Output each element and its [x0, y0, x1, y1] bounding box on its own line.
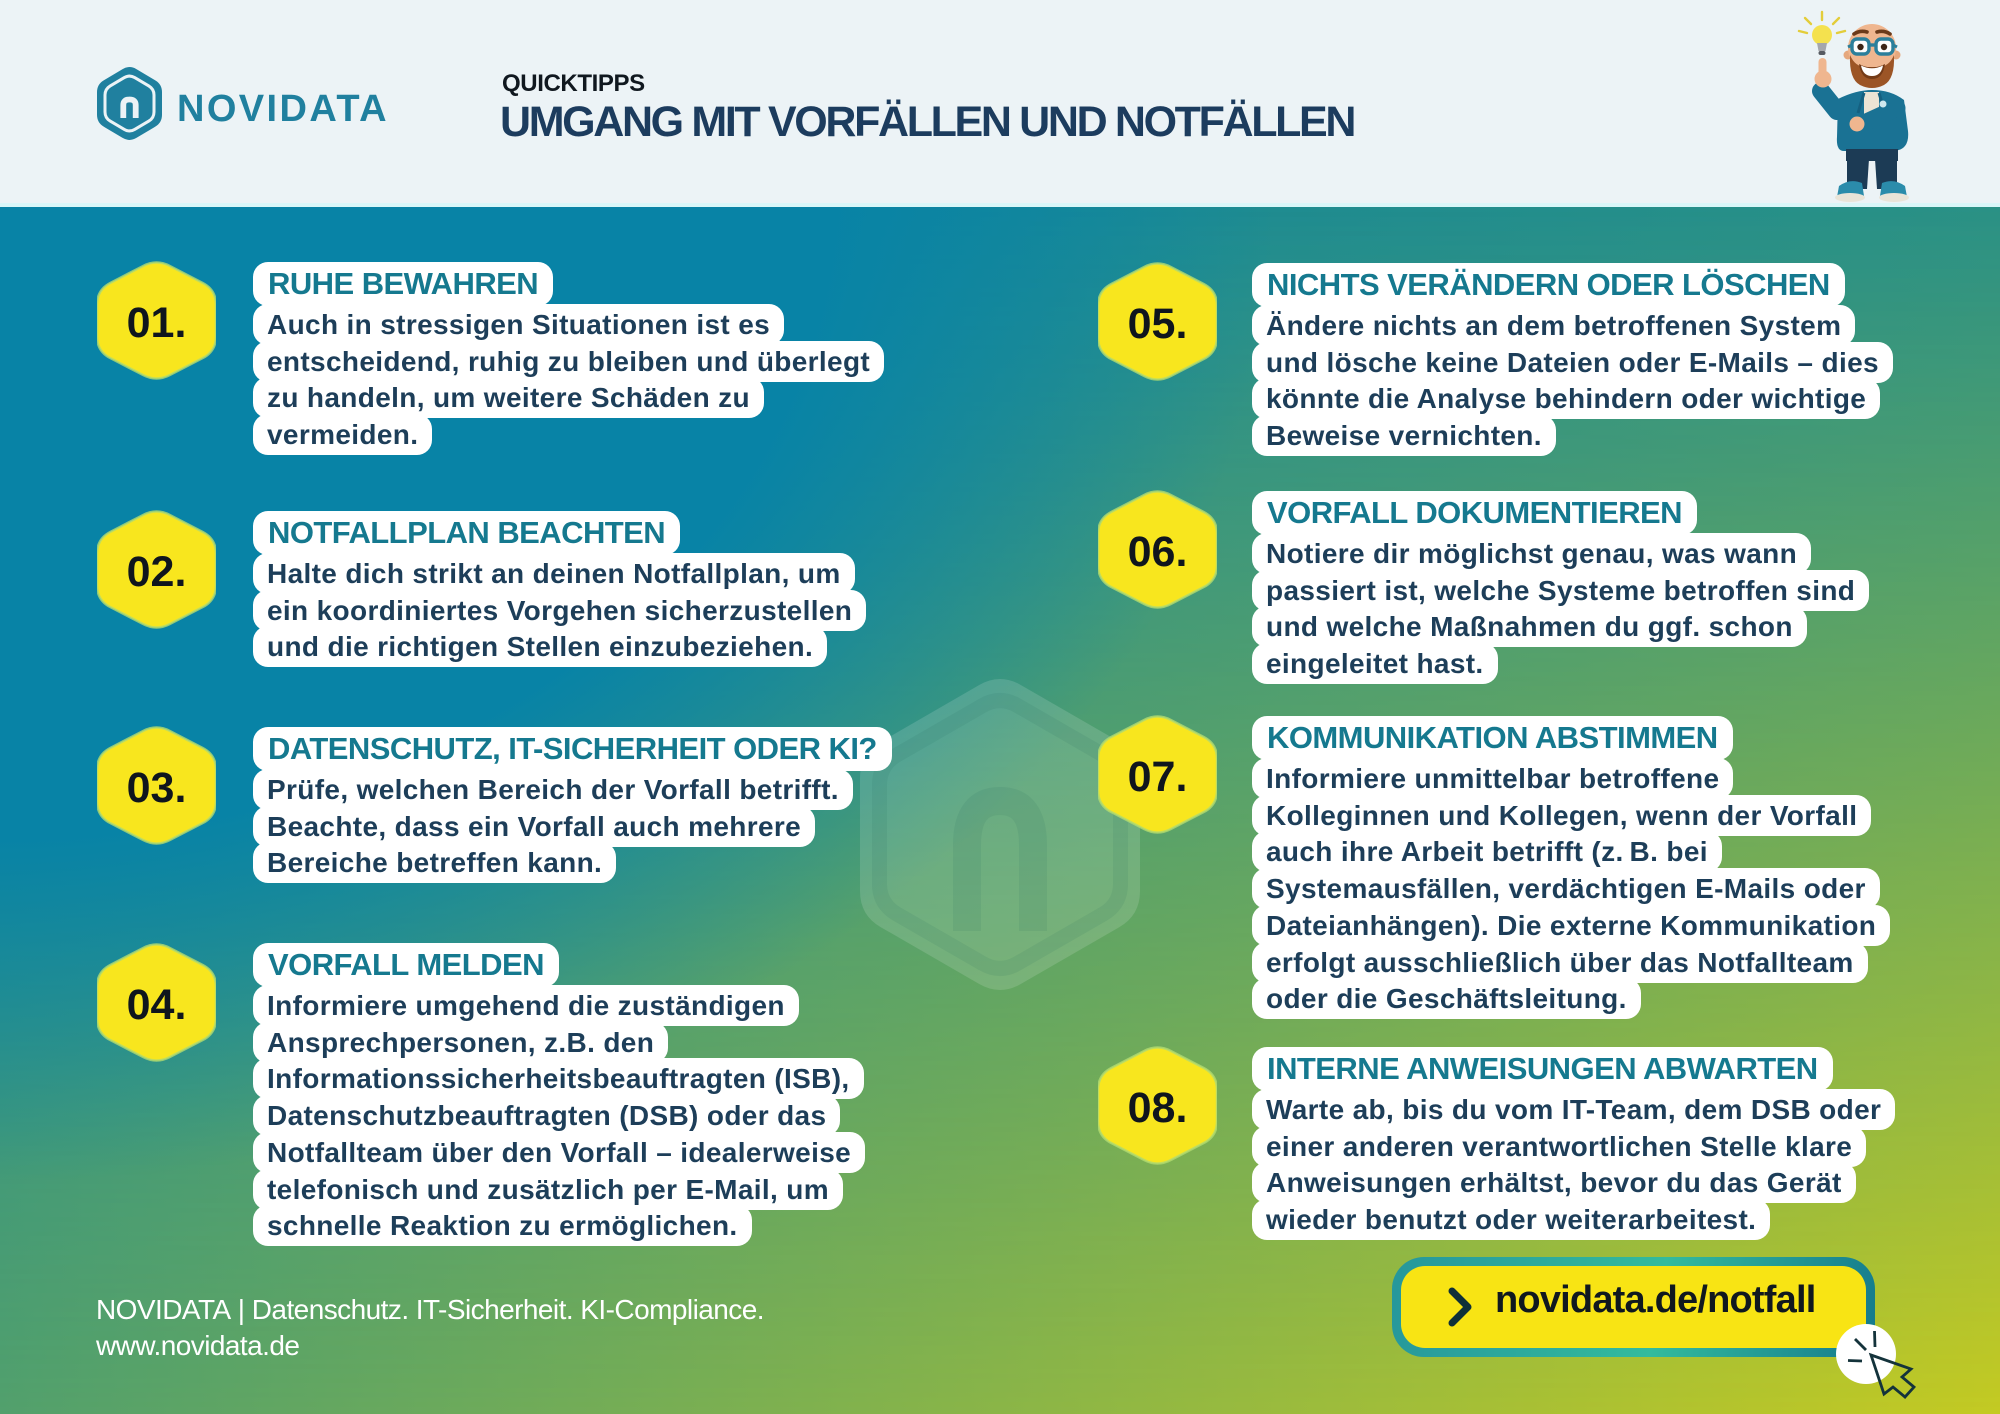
svg-text:03.: 03. — [127, 764, 187, 812]
svg-text:01.: 01. — [127, 299, 187, 347]
svg-text:06.: 06. — [1128, 528, 1188, 576]
svg-text:05.: 05. — [1128, 300, 1188, 348]
svg-text:04.: 04. — [127, 981, 187, 1029]
svg-text:02.: 02. — [127, 548, 187, 596]
svg-text:08.: 08. — [1128, 1084, 1188, 1132]
svg-text:07.: 07. — [1128, 753, 1188, 801]
